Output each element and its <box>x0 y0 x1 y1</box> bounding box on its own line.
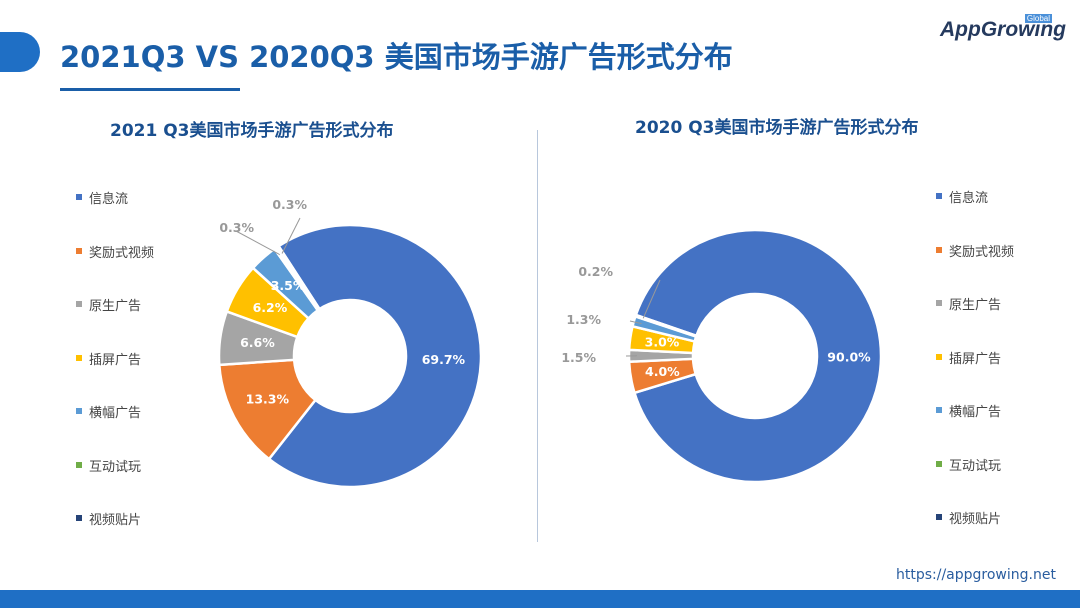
legend-label: 插屏广告 <box>89 352 142 368</box>
legend-item: 视频贴片 <box>76 509 154 563</box>
legend-item: 奖励式视频 <box>76 242 154 296</box>
legend-2021: 信息流奖励式视频原生广告插屏广告横幅广告互动试玩视频贴片 <box>76 188 154 563</box>
legend-label: 横幅广告 <box>89 406 142 421</box>
legend-swatch <box>76 354 82 361</box>
legend-item: 视频贴片 <box>936 508 1014 562</box>
legend-label: 互动试玩 <box>89 459 142 475</box>
data-label: 0.2% <box>578 264 613 279</box>
leader-line <box>235 230 281 256</box>
leader-line <box>642 279 661 319</box>
data-label: 90.0% <box>827 350 871 365</box>
legend-swatch <box>76 461 82 468</box>
legend-label: 互动试玩 <box>949 458 1002 474</box>
data-label: 6.6% <box>240 335 275 350</box>
legend-swatch <box>936 193 942 199</box>
chart-2020-subtitle: 2020 Q3美国市场手游广告形式分布 <box>635 118 919 138</box>
legend-swatch <box>76 408 82 414</box>
appgrowing-logo: AppGrowing Global <box>940 14 1066 46</box>
legend-swatch <box>936 353 942 360</box>
legend-label: 奖励式视频 <box>89 245 155 261</box>
donut-slice <box>632 228 883 484</box>
legend-item: 插屏广告 <box>936 348 1014 402</box>
legend-swatch <box>936 460 942 467</box>
legend-swatch <box>936 300 942 306</box>
donut-slice <box>267 223 483 489</box>
legend-label: 信息流 <box>89 192 129 207</box>
legend-label: 视频贴片 <box>89 513 142 528</box>
legend-item: 互动试玩 <box>936 455 1014 509</box>
donut-slice <box>274 244 322 312</box>
legend-swatch <box>936 407 942 413</box>
data-label: 6.2% <box>253 300 288 315</box>
legend-item: 横幅广告 <box>76 402 154 456</box>
data-label: 4.0% <box>645 364 680 379</box>
legend-item: 原生广告 <box>936 294 1014 348</box>
legend-swatch <box>936 246 942 253</box>
title-accent <box>0 32 40 72</box>
chart-2021-subtitle: 2021 Q3美国市场手游广告形式分布 <box>110 121 394 141</box>
legend-item: 原生广告 <box>76 295 154 349</box>
legend-label: 插屏广告 <box>949 351 1002 367</box>
data-label: 13.3% <box>246 392 290 407</box>
data-label: 1.3% <box>566 312 601 327</box>
legend-item: 信息流 <box>936 187 1014 241</box>
legend-swatch <box>76 515 82 521</box>
legend-label: 信息流 <box>949 191 989 206</box>
data-label: 3.0% <box>645 335 680 350</box>
divider <box>537 130 538 542</box>
data-label: 0.3% <box>272 197 307 212</box>
legend-item: 奖励式视频 <box>936 241 1014 295</box>
legend-label: 奖励式视频 <box>949 244 1015 260</box>
legend-item: 信息流 <box>76 188 154 242</box>
legend-label: 原生广告 <box>949 298 1002 313</box>
legend-swatch <box>76 247 82 254</box>
legend-swatch <box>76 194 82 200</box>
legend-item: 互动试玩 <box>76 456 154 510</box>
title-underline <box>60 88 240 91</box>
leader-line <box>629 320 642 325</box>
site-url[interactable]: https://appgrowing.net <box>896 567 1056 583</box>
data-label: 0.3% <box>219 220 254 235</box>
legend-label: 原生广告 <box>89 299 142 314</box>
logo-wordmark: AppGrowing <box>940 18 1066 41</box>
legend-swatch <box>76 301 82 307</box>
logo-badge: Global <box>1024 14 1052 23</box>
legend-label: 视频贴片 <box>949 512 1002 527</box>
data-label: 1.5% <box>561 350 596 365</box>
data-label: 69.7% <box>422 352 466 367</box>
legend-label: 横幅广告 <box>949 405 1002 420</box>
leader-line <box>281 217 301 254</box>
donut-slice <box>633 313 698 339</box>
footer-bar <box>0 590 1080 608</box>
legend-swatch <box>936 514 942 520</box>
page-title: 2021Q3 VS 2020Q3 美国市场手游广告形式分布 <box>60 40 733 74</box>
legend-2020: 信息流奖励式视频原生广告插屏广告横幅广告互动试玩视频贴片 <box>936 187 1014 562</box>
legend-item: 插屏广告 <box>76 349 154 403</box>
legend-item: 横幅广告 <box>936 401 1014 455</box>
